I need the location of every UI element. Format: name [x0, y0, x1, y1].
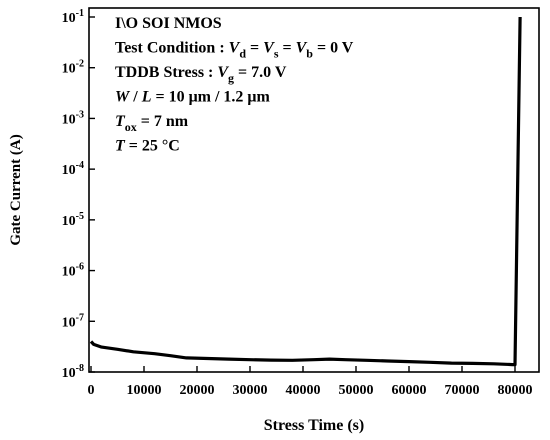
- x-tick-label: 10000: [127, 383, 162, 398]
- y-axis-label: Gate Current (A): [8, 134, 24, 245]
- x-axis-ticks: 0 10000 20000 30000 40000 50000 60000 70000 8000…: [88, 366, 533, 398]
- annotation-block: I\O SOI NMOS Test Condition : Vd = Vs = V…: [115, 15, 354, 155]
- annotation-line: I\O SOI NMOS: [115, 15, 222, 32]
- x-tick-label: 50000: [339, 383, 374, 398]
- y-tick-label: 10-7: [62, 312, 84, 330]
- annotation-line: TDDB Stress : Vg = 7.0 V: [115, 64, 287, 85]
- annotation-line: W / L = 10 μm / 1.2 μm: [115, 89, 271, 106]
- x-tick-label: 20000: [180, 383, 215, 398]
- y-tick-label: 10-8: [62, 363, 84, 381]
- x-tick-label: 0: [88, 383, 95, 398]
- y-tick-label: 10-4: [62, 160, 84, 178]
- series-line: [89, 16, 522, 367]
- x-tick-label: 70000: [445, 383, 480, 398]
- y-tick-label: 10-5: [62, 211, 84, 229]
- y-tick-label: 10-2: [62, 59, 84, 77]
- x-tick-label: 30000: [233, 383, 268, 398]
- annotation-line: Test Condition : Vd = Vs = Vb = 0 V: [115, 40, 354, 61]
- x-tick-label: 60000: [392, 383, 427, 398]
- x-tick-label: 80000: [498, 383, 533, 398]
- annotation-line: T = 25 °C: [115, 138, 180, 155]
- x-tick-label: 40000: [286, 383, 321, 398]
- series-layer: [89, 16, 522, 367]
- y-tick-label: 10-6: [62, 262, 84, 280]
- plot-frame: [88, 7, 540, 373]
- y-tick-label: 10-1: [62, 8, 84, 26]
- annotation-line: Tox = 7 nm: [115, 113, 189, 134]
- y-axis-ticks: 10-8 10-7 10-6 10-5 10-4 10-3 10-2 10-1: [62, 8, 95, 381]
- x-axis-label: Stress Time (s): [264, 417, 364, 434]
- y-tick-label: 10-3: [62, 109, 84, 127]
